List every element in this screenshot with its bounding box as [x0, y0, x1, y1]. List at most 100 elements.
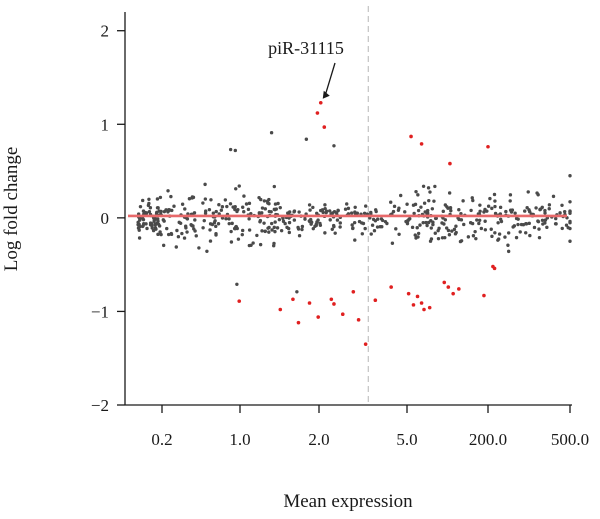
data-point — [353, 238, 357, 242]
y-tick-label: 2 — [101, 22, 110, 41]
data-point — [300, 224, 305, 229]
data-point — [459, 212, 463, 216]
data-point — [506, 231, 511, 235]
data-point — [490, 234, 494, 239]
data-point — [227, 217, 231, 221]
data-point — [153, 223, 158, 227]
data-point — [508, 199, 512, 203]
data-point — [237, 184, 241, 188]
data-point — [443, 203, 448, 207]
data-point — [440, 221, 444, 225]
data-point — [508, 208, 513, 212]
data-point — [523, 209, 527, 213]
data-point — [176, 235, 181, 239]
data-point — [292, 218, 297, 222]
data-point — [431, 222, 435, 227]
data-point — [158, 230, 162, 234]
data-point — [526, 190, 530, 194]
data-point — [475, 218, 479, 222]
data-point — [184, 226, 188, 230]
data-point — [193, 218, 197, 222]
data-point — [311, 226, 315, 231]
data-point — [153, 217, 158, 221]
data-point — [532, 225, 537, 230]
data-point — [554, 216, 558, 221]
data-point — [223, 198, 228, 202]
data-point — [308, 219, 312, 224]
significant-point — [415, 294, 420, 299]
data-point — [380, 225, 384, 229]
significant-point — [278, 307, 283, 312]
data-point — [440, 236, 445, 240]
data-point — [328, 218, 332, 222]
data-point — [203, 197, 208, 201]
data-point — [262, 221, 266, 225]
data-point — [343, 207, 348, 211]
data-point — [227, 221, 231, 226]
data-point — [483, 219, 487, 223]
significant-point — [442, 280, 447, 285]
data-point — [392, 204, 397, 209]
data-point — [568, 219, 572, 224]
data-point — [324, 209, 329, 213]
data-point — [493, 211, 498, 216]
data-point — [247, 217, 251, 221]
significant-point — [373, 298, 378, 303]
data-point — [136, 220, 140, 224]
data-point — [331, 223, 336, 228]
data-point — [208, 228, 212, 232]
y-tick-label: −2 — [91, 396, 109, 415]
data-point — [335, 218, 340, 222]
data-point — [489, 227, 493, 231]
significant-point — [419, 301, 424, 305]
data-point — [147, 210, 152, 214]
data-point — [203, 209, 208, 213]
data-point — [506, 243, 510, 247]
data-point — [443, 218, 448, 222]
data-point — [240, 232, 244, 237]
significant-point — [427, 305, 432, 310]
data-point — [161, 243, 166, 248]
data-point — [453, 232, 458, 236]
annotation-arrow — [324, 62, 336, 97]
significant-point — [329, 297, 334, 302]
data-point — [543, 218, 548, 222]
data-point — [267, 202, 271, 206]
data-point — [174, 245, 178, 249]
data-point — [474, 236, 478, 241]
data-point — [242, 194, 246, 198]
data-point — [338, 225, 342, 229]
data-point — [275, 226, 280, 230]
data-point — [307, 203, 312, 207]
data-point — [295, 290, 299, 294]
annotation-group: piR-31115 — [268, 38, 344, 99]
data-point — [527, 221, 531, 226]
data-point — [436, 236, 441, 241]
data-point — [159, 232, 163, 237]
data-point — [169, 231, 173, 236]
data-point — [543, 221, 547, 225]
data-point — [545, 225, 549, 230]
data-point — [286, 226, 291, 231]
data-point — [428, 239, 433, 243]
data-point — [148, 221, 153, 225]
data-point — [318, 223, 323, 227]
data-point — [240, 228, 245, 233]
data-point — [244, 202, 249, 206]
data-point — [457, 208, 461, 212]
data-point — [536, 219, 541, 224]
data-point — [350, 223, 354, 227]
data-point — [147, 197, 151, 201]
data-point — [524, 222, 528, 226]
data-point — [323, 203, 327, 207]
data-point — [257, 211, 262, 216]
data-point — [410, 225, 415, 230]
data-point — [447, 191, 452, 195]
data-point — [217, 203, 221, 207]
data-point — [156, 222, 161, 226]
data-point — [568, 209, 572, 213]
data-point — [389, 200, 393, 204]
data-point — [318, 208, 323, 213]
significant-point — [451, 291, 455, 296]
significant-point — [332, 302, 336, 306]
